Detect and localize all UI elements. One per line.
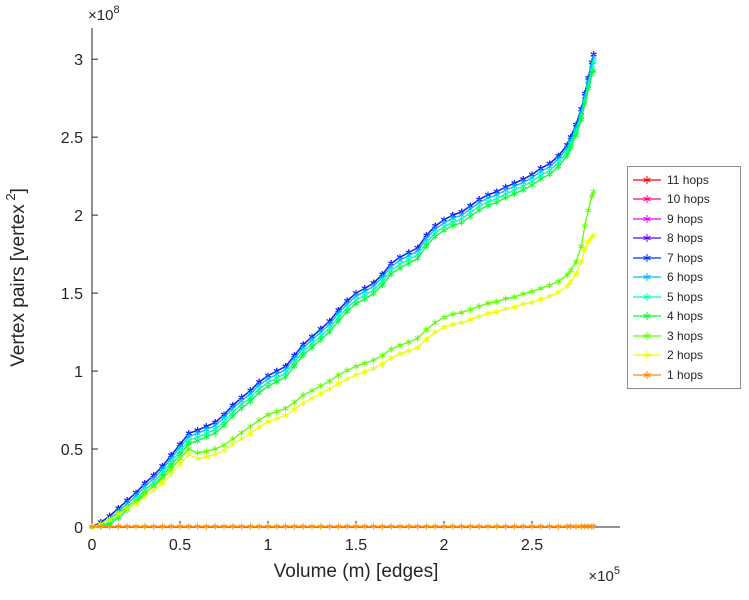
series-line	[91, 61, 595, 528]
legend-label: 11 hops	[667, 172, 709, 187]
legend-line-marker-sample	[633, 253, 661, 262]
series-10-hops	[88, 51, 597, 531]
legend-label: 3 hops	[667, 328, 704, 343]
asterisk-marker-icon	[643, 214, 651, 223]
legend-label: 10 hops	[667, 192, 710, 207]
series-line	[91, 54, 595, 528]
y-tick-label: 3	[74, 52, 83, 69]
series-markers	[88, 51, 597, 531]
x-tick-label: 1.5	[345, 537, 367, 554]
legend-item-5-hops: 5 hops	[628, 287, 740, 307]
legend-label: 5 hops	[667, 289, 704, 304]
legend-line-marker-sample	[633, 234, 661, 243]
legend-item-3-hops: 3 hops	[628, 326, 740, 346]
legend-line-marker-sample	[633, 195, 661, 204]
x-tick-label: 1	[264, 537, 273, 554]
series-line	[91, 54, 595, 528]
y-tick-label: 2.5	[61, 130, 83, 147]
series-markers	[88, 51, 597, 531]
asterisk-marker-icon	[643, 351, 651, 360]
series-6-hops	[88, 54, 597, 531]
series-line	[91, 54, 595, 528]
y-tick-label: 0.5	[61, 442, 83, 459]
legend-label: 8 hops	[667, 231, 704, 246]
legend-item-9-hops: 9 hops	[628, 209, 740, 229]
legend-item-4-hops: 4 hops	[628, 307, 740, 327]
series-line	[91, 191, 595, 528]
series-markers	[88, 188, 597, 531]
asterisk-marker-icon	[643, 331, 651, 340]
y-tick-label: 2	[74, 208, 83, 225]
legend-line-marker-sample	[633, 175, 661, 184]
asterisk-marker-icon	[643, 253, 651, 262]
asterisk-marker-icon	[643, 312, 651, 321]
legend-item-2-hops: 2 hops	[628, 346, 740, 366]
series-line	[91, 57, 595, 528]
legend-line-marker-sample	[633, 273, 661, 282]
asterisk-marker-icon	[643, 175, 651, 184]
legend-line-marker-sample	[633, 214, 661, 223]
legend-item-6-hops: 6 hops	[628, 268, 740, 288]
y-tick-label: 1	[74, 364, 83, 381]
series-line	[91, 54, 595, 528]
legend-label: 9 hops	[667, 211, 704, 226]
legend-line-marker-sample	[633, 331, 661, 340]
series-9-hops	[88, 51, 597, 531]
legend-label: 6 hops	[667, 270, 704, 285]
legend-item-1-hops: 1 hops	[628, 365, 740, 385]
legend-line-marker-sample	[633, 370, 661, 379]
x-axis-multiplier: ×105	[588, 565, 620, 585]
series-markers	[88, 54, 597, 531]
legend-item-8-hops: 8 hops	[628, 229, 740, 249]
legend-label: 7 hops	[667, 250, 704, 265]
series-line	[91, 70, 595, 528]
x-axis-label: Volume (m) [edges]	[274, 561, 439, 582]
y-tick-label: 1.5	[61, 286, 83, 303]
asterisk-marker-icon	[643, 195, 651, 204]
series-3-hops	[88, 188, 597, 531]
y-axis-multiplier: ×108	[88, 4, 120, 24]
legend-line-marker-sample	[633, 351, 661, 360]
legend: 11 hops 10 hops 9 hops 8 hops 7 hops 6 hops 5 …	[627, 166, 741, 389]
asterisk-marker-icon	[643, 370, 651, 379]
series-11-hops	[88, 51, 597, 531]
legend-label: 1 hops	[667, 367, 704, 382]
x-tick-label: 2.5	[521, 537, 543, 554]
legend-item-11-hops: 11 hops	[628, 170, 740, 190]
legend-item-10-hops: 10 hops	[628, 190, 740, 210]
series-7-hops	[88, 51, 597, 531]
asterisk-marker-icon	[643, 234, 651, 243]
x-tick-label: 0	[88, 537, 97, 554]
y-axis-label: Vertex pairs [vertex 2]	[3, 188, 29, 367]
series-markers	[88, 67, 597, 531]
series-markers	[88, 51, 597, 531]
series-line	[91, 234, 595, 528]
asterisk-marker-icon	[643, 273, 651, 282]
series-8-hops	[88, 51, 597, 531]
y-tick-label: 0	[74, 520, 83, 537]
series-2-hops	[88, 232, 597, 531]
series-line	[91, 54, 595, 528]
legend-label: 2 hops	[667, 348, 704, 363]
series-markers	[88, 523, 597, 530]
series-markers	[88, 51, 597, 531]
x-tick-label: 0.5	[169, 537, 191, 554]
series-1-hops	[88, 523, 597, 530]
series-4-hops	[88, 67, 597, 531]
series-markers	[88, 51, 597, 531]
legend-line-marker-sample	[633, 312, 661, 321]
legend-item-7-hops: 7 hops	[628, 248, 740, 268]
legend-line-marker-sample	[633, 292, 661, 301]
legend-label: 4 hops	[667, 309, 704, 324]
asterisk-marker-icon	[643, 292, 651, 301]
x-tick-label: 2	[440, 537, 449, 554]
